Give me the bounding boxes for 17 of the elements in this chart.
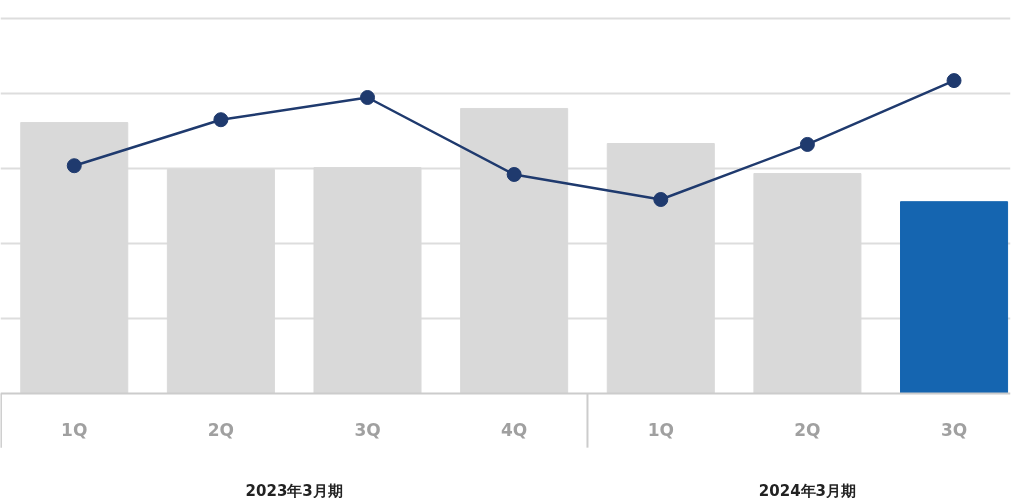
x-tick-label: 2Q [207,420,235,441]
point [653,192,669,207]
x-tick-label: 1Q [61,420,88,441]
x-tick-label: 4Q [501,420,528,441]
x-tick-label: 1Q [647,420,674,441]
x-tick-label: 2Q [794,420,821,441]
bar [900,201,1009,395]
x-tick-label: 3Q [354,420,381,441]
text: 2023年3月期 [245,481,343,498]
point [66,158,82,174]
point [213,112,229,128]
text: 2024年3月期 [758,481,857,498]
point [360,90,376,105]
x-tick-label: 3Q [940,420,968,441]
point [799,136,815,152]
point [946,73,962,89]
point [506,166,522,182]
